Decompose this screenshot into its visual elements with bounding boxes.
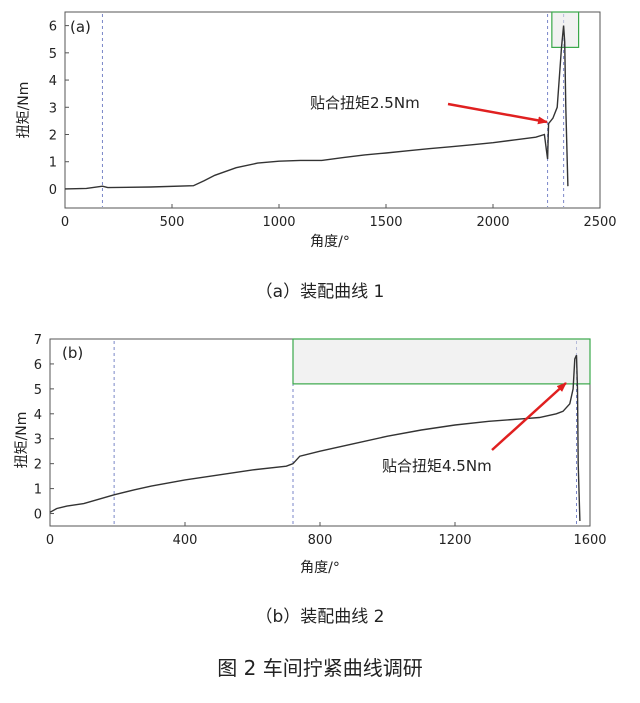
y-tick-label: 0 xyxy=(49,183,57,198)
caption-b: （b）装配曲线 2 xyxy=(255,607,384,627)
x-tick-label: 1200 xyxy=(438,533,471,548)
series-line-b xyxy=(49,354,581,522)
x-tick-label: 500 xyxy=(160,215,185,230)
x-tick-label: 1000 xyxy=(262,215,295,230)
torque-window xyxy=(292,338,591,385)
caption-a: （a）装配曲线 1 xyxy=(256,282,385,302)
panel-label-b: (b) xyxy=(62,344,83,362)
y-tick-label: 6 xyxy=(49,20,57,35)
x-tick-label: 800 xyxy=(308,533,333,548)
y-tick-label: 2 xyxy=(49,129,57,144)
y-tick-label: 1 xyxy=(49,156,57,171)
panel-label-a: (a) xyxy=(70,18,91,36)
annotation-arrow-b xyxy=(491,382,567,451)
y-tick-label: 3 xyxy=(34,433,42,448)
series-line-a xyxy=(64,25,569,190)
x-tick-label: 1600 xyxy=(573,533,606,548)
x-tick-label: 400 xyxy=(173,533,198,548)
x-tick-label: 2000 xyxy=(476,215,509,230)
y-axis-label-a: 扭矩/Nm xyxy=(16,82,32,139)
x-tick-label: 0 xyxy=(46,533,54,548)
y-tick-label: 5 xyxy=(49,47,57,62)
y-tick-label: 1 xyxy=(34,483,42,498)
y-tick-label: 7 xyxy=(34,333,42,348)
chart-a: (a) 角度/° 扭矩/Nm 0 500 1000 1500 2000 2500 0 1 2 3 4… xyxy=(16,11,617,302)
y-tick-label: 2 xyxy=(34,458,42,473)
y-tick-label: 6 xyxy=(34,358,42,373)
x-axis-label-b: 角度/° xyxy=(300,560,340,576)
y-tick-label: 4 xyxy=(49,74,57,89)
y-axis-label-b: 扭矩/Nm xyxy=(14,412,30,469)
annotation-a: 贴合扭矩2.5Nm xyxy=(310,94,420,112)
y-tick-label: 0 xyxy=(34,508,42,523)
annotation-b: 贴合扭矩4.5Nm xyxy=(382,457,492,475)
x-tick-label: 2500 xyxy=(583,215,616,230)
figure-caption: 图 2 车间拧紧曲线调研 xyxy=(217,656,422,680)
x-tick-label: 0 xyxy=(61,215,69,230)
y-tick-label: 3 xyxy=(49,101,57,116)
y-tick-label: 4 xyxy=(34,408,42,423)
y-tick-label: 5 xyxy=(34,383,42,398)
annotation-arrow-a xyxy=(447,102,548,125)
x-axis-label-a: 角度/° xyxy=(310,234,350,250)
chart-b: (b) 角度/° 扭矩/Nm 0 400 800 1200 1600 0 1 2 3 4 5 6 7 贴… xyxy=(14,333,607,627)
x-tick-label: 1500 xyxy=(369,215,402,230)
